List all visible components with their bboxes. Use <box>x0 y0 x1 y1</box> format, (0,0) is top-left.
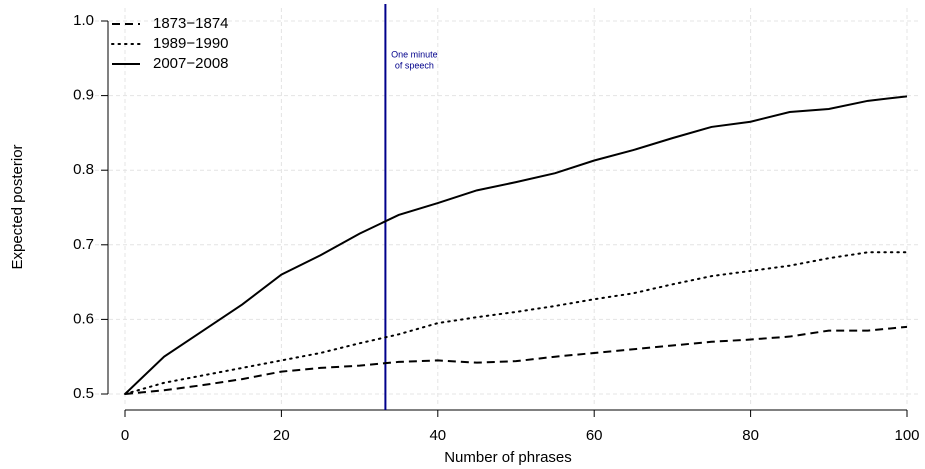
data-line <box>124 251 908 395</box>
y-axis-title: Expected posterior <box>9 144 26 269</box>
data-line <box>124 95 908 395</box>
x-tick-label: 0 <box>121 427 129 444</box>
y-tick-label: 0.9 <box>73 87 94 104</box>
y-tick-label: 0.5 <box>73 385 94 402</box>
annotation-text: One minute <box>391 49 438 59</box>
y-tick-label: 0.6 <box>73 310 94 327</box>
x-tick-label: 100 <box>894 427 919 444</box>
y-tick-label: 0.7 <box>73 236 94 253</box>
y-tick-label: 0.8 <box>73 161 94 178</box>
annotation-text: of speech <box>395 60 434 70</box>
y-tick-label: 1.0 <box>73 12 94 29</box>
x-tick-label: 60 <box>586 427 603 444</box>
legend-label: 1873−1874 <box>153 15 229 32</box>
x-tick-label: 40 <box>429 427 446 444</box>
x-tick-label: 80 <box>742 427 759 444</box>
data-line <box>124 325 908 395</box>
legend-label: 2007−2008 <box>153 55 229 72</box>
x-tick-label: 20 <box>273 427 290 444</box>
x-axis-title: Number of phrases <box>444 449 572 466</box>
legend-label: 1989−1990 <box>153 35 229 52</box>
